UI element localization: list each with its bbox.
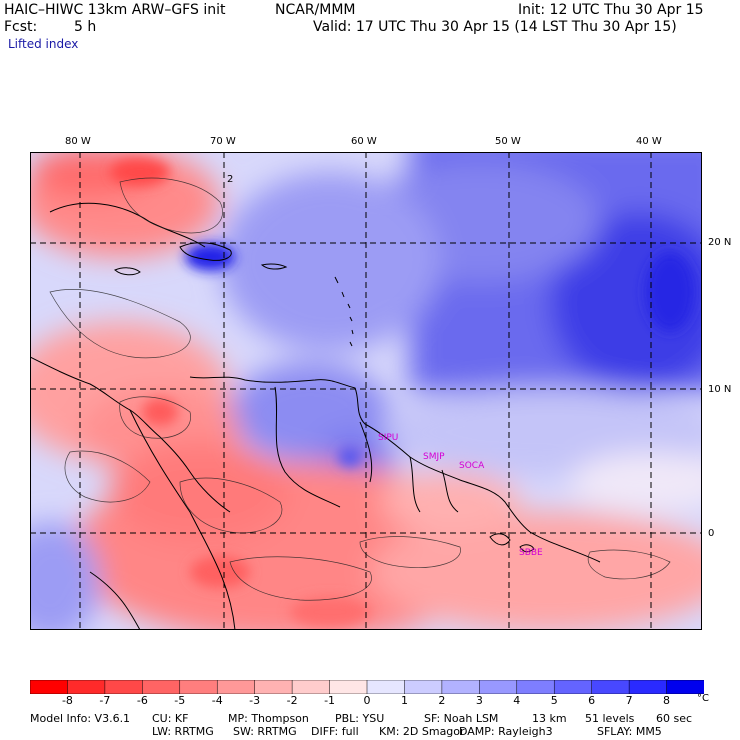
lat-label-10n: 10 N [708,384,732,395]
colorbar-swatch [591,680,630,694]
colorbar-tick-label: 6 [588,694,596,707]
colorbar-tick-label: 1 [400,694,408,707]
station-sbbe: SBBE [519,548,543,558]
colorbar-tick-label: -7 [99,694,111,707]
colorbar [30,680,704,694]
footer-cu: CU: KF [152,712,189,725]
lon-label-70w: 70 W [210,136,236,147]
init-time: Init: 12 UTC Thu 30 Apr 15 [518,2,704,18]
footer-resolution: 13 km [532,712,567,725]
lon-label-40w: 40 W [636,136,662,147]
lifted-index-map: 2 [30,152,702,630]
colorbar-tick-label: 4 [513,694,521,707]
station-sipu: SIPU [378,433,399,443]
colorbar-tick-label: -1 [324,694,336,707]
colorbar-tick-label: -8 [61,694,73,707]
colorbar-tick-label: -4 [211,694,223,707]
colorbar-swatch [67,680,106,694]
footer-lw: LW: RRTMG [152,725,214,738]
colorbar-swatch [179,680,218,694]
model-title: HAIC–HIWC 13km ARW–GFS init [4,2,226,18]
colorbar-tick-label: -5 [174,694,186,707]
footer-timestep: 60 sec [656,712,693,725]
colorbar-tick-label: 7 [625,694,633,707]
footer-km: KM: 2D Smagor [379,725,465,738]
colorbar-swatch [329,680,368,694]
colorbar-swatch [142,680,181,694]
coastlines [30,202,601,630]
colorbar-tick-label: 5 [550,694,558,707]
footer-pbl: PBL: YSU [335,712,385,725]
colorbar-swatch [104,680,144,694]
lon-label-80w: 80 W [65,136,91,147]
colorbar-swatch [516,680,555,694]
colorbar-swatch [553,680,593,694]
colorbar-unit: °C [697,693,709,704]
footer-sw: SW: RRTMG [233,725,297,738]
lat-lon-grid [30,152,702,630]
station-soca: SOCA [459,461,485,471]
colorbar-swatch [628,680,668,694]
footer-mp: MP: Thompson [228,712,309,725]
colorbar-swatch [30,680,69,694]
colorbar-swatch [254,680,293,694]
colorbar-tick-label: 2 [438,694,446,707]
colorbar-swatch [291,680,331,694]
colorbar-swatch [666,680,704,694]
forecast-label: Fcst: [4,19,38,35]
colorbar-swatch [441,680,481,694]
footer-damp: DAMP: Rayleigh3 [459,725,553,738]
field-name: Lifted index [8,37,79,51]
forecast-hour: 5 h [74,19,97,35]
colorbar-tick-label: -2 [286,694,298,707]
colorbar-swatch [216,680,256,694]
colorbar-swatch [366,680,406,694]
lat-label-0: 0 [708,528,715,539]
footer-sflay: SFLAY: MM5 [597,725,662,738]
footer-diff: DIFF: full [311,725,359,738]
map-frame [30,152,702,630]
valid-time: Valid: 17 UTC Thu 30 Apr 15 (14 LST Thu … [313,19,677,35]
contour-label: 2 [227,174,233,185]
lat-label-20n: 20 N [708,237,732,248]
lon-label-60w: 60 W [351,136,377,147]
station-smjp: SMJP [423,452,445,462]
contours [49,177,671,601]
lon-label-50w: 50 W [495,136,521,147]
colorbar-tick-label: 3 [475,694,483,707]
organization: NCAR/MMM [275,2,356,18]
colorbar-tick-label: -6 [136,694,148,707]
colorbar-swatch [404,680,443,694]
footer-model-info: Model Info: V3.6.1 [30,712,131,725]
footer-sf: SF: Noah LSM [424,712,499,725]
colorbar-tick-label: 8 [663,694,671,707]
colorbar-swatch [479,680,518,694]
colorbar-tick-label: -3 [249,694,261,707]
footer-levels: 51 levels [585,712,635,725]
colorbar-tick-label: 0 [363,694,371,707]
